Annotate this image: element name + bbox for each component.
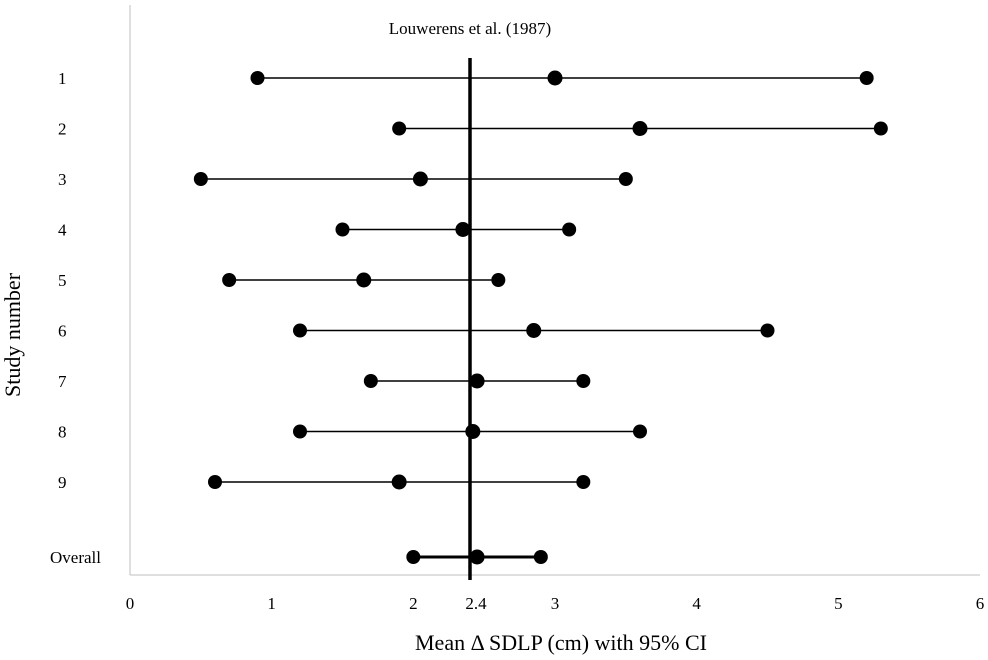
x-tick-labels: 0 1 2 3 4 5 6 bbox=[126, 594, 985, 613]
study-row: 3 bbox=[58, 170, 633, 189]
mean-point bbox=[465, 424, 481, 439]
study-label: 2 bbox=[58, 120, 67, 139]
mean-point bbox=[526, 323, 542, 338]
reference-tick-label: 2.4 bbox=[465, 594, 487, 613]
study-row: 4 bbox=[58, 221, 577, 240]
reference-line-group: Louwerens et al. (1987) 2.4 bbox=[389, 19, 551, 613]
study-row: 9 bbox=[58, 473, 591, 492]
ci-upper-point bbox=[873, 121, 888, 136]
x-tick-label: 1 bbox=[267, 594, 276, 613]
ci-upper-point bbox=[576, 475, 591, 489]
study-row: 2 bbox=[58, 120, 888, 139]
ci-lower-point bbox=[363, 374, 378, 388]
study-label: 7 bbox=[58, 372, 67, 391]
ci-lower-point bbox=[392, 121, 407, 136]
study-row: 8 bbox=[58, 423, 647, 442]
study-label: 8 bbox=[58, 423, 67, 442]
mean-point bbox=[469, 549, 485, 565]
ci-lower-point bbox=[335, 222, 350, 237]
mean-point bbox=[356, 272, 372, 288]
ci-lower-point bbox=[208, 475, 222, 489]
ci-lower-point bbox=[193, 172, 208, 186]
ci-upper-point bbox=[760, 323, 775, 338]
x-tick-label: 2 bbox=[409, 594, 418, 613]
ci-upper-point bbox=[859, 71, 874, 85]
study-rows: 1 2 3 4 5 6 7 8 9 Overall bbox=[50, 69, 888, 567]
study-label: 1 bbox=[58, 69, 67, 88]
study-label: 5 bbox=[58, 271, 67, 290]
study-label: 4 bbox=[58, 221, 67, 240]
mean-point bbox=[391, 474, 407, 490]
ci-lower-point bbox=[250, 71, 265, 85]
ci-lower-point bbox=[293, 323, 307, 338]
study-row: 7 bbox=[58, 372, 591, 391]
ci-upper-point bbox=[491, 273, 506, 287]
x-tick-label: 3 bbox=[551, 594, 560, 613]
study-label: Overall bbox=[50, 548, 101, 567]
reference-line-label: Louwerens et al. (1987) bbox=[389, 19, 551, 38]
study-label: 3 bbox=[58, 170, 67, 189]
x-tick-label: 5 bbox=[834, 594, 843, 613]
ci-lower-point bbox=[293, 424, 307, 439]
study-label: 9 bbox=[58, 473, 67, 492]
ci-upper-point bbox=[533, 550, 548, 564]
ci-upper-point bbox=[618, 172, 633, 186]
mean-point bbox=[632, 121, 648, 136]
x-axis-label: Mean Δ SDLP (cm) with 95% CI bbox=[415, 630, 707, 655]
x-tick-label: 6 bbox=[976, 594, 985, 613]
x-tick-label: 4 bbox=[692, 594, 701, 613]
mean-point bbox=[469, 373, 485, 389]
mean-point bbox=[547, 70, 563, 86]
ci-upper-point bbox=[562, 222, 577, 237]
study-row: 1 bbox=[58, 69, 874, 88]
ci-upper-point bbox=[633, 424, 647, 439]
y-axis-label: Study number bbox=[0, 272, 25, 397]
mean-point bbox=[455, 222, 471, 237]
study-row: Overall bbox=[50, 548, 548, 567]
ci-upper-point bbox=[576, 374, 591, 388]
x-tick-label: 0 bbox=[126, 594, 135, 613]
study-row: 5 bbox=[58, 271, 506, 290]
study-label: 6 bbox=[58, 322, 67, 341]
mean-point bbox=[412, 171, 428, 187]
ci-lower-point bbox=[406, 550, 421, 564]
ci-lower-point bbox=[222, 273, 237, 287]
study-row: 6 bbox=[58, 322, 775, 341]
